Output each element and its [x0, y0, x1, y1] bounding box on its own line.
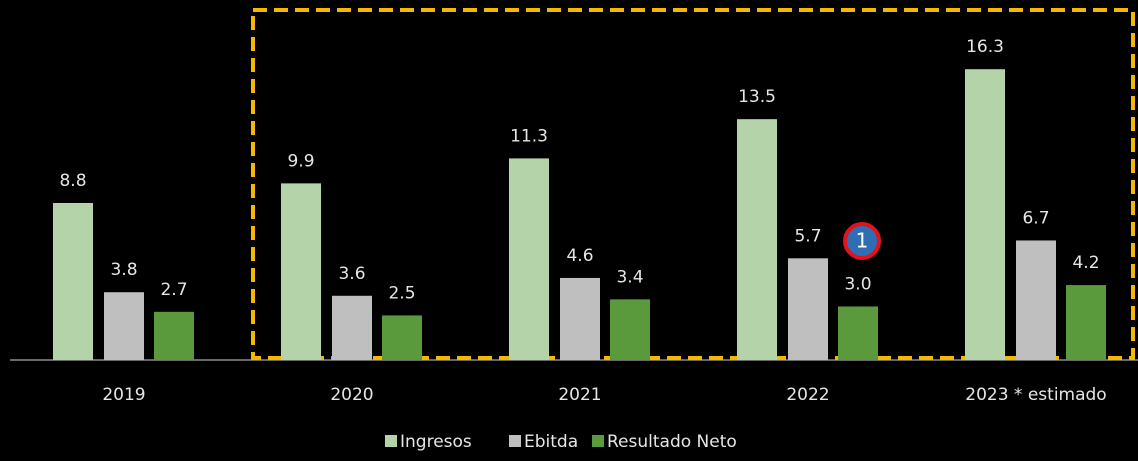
bar — [281, 183, 321, 360]
highlight-box — [251, 8, 1135, 360]
bar — [788, 258, 828, 360]
value-label: 9.9 — [287, 151, 314, 171]
bar — [509, 158, 549, 360]
x-tick-label: 2020 — [330, 385, 373, 405]
x-tick-label: 2021 — [558, 385, 601, 405]
legend-label: Ebitda — [524, 432, 578, 452]
bar — [332, 295, 372, 360]
bar — [104, 292, 144, 360]
bar — [53, 203, 93, 360]
legend-swatch — [385, 435, 397, 447]
value-label: 5.7 — [794, 226, 821, 246]
x-tick-label: 2022 — [786, 385, 829, 405]
bar — [1016, 240, 1056, 360]
bar — [838, 306, 878, 360]
value-label: 13.5 — [738, 87, 776, 107]
value-label: 11.3 — [510, 126, 548, 146]
value-label: 2.7 — [160, 280, 187, 300]
value-label: 3.4 — [616, 267, 643, 287]
bar — [965, 69, 1005, 360]
value-label: 16.3 — [966, 37, 1004, 57]
legend-label: Resultado Neto — [607, 432, 737, 452]
bar — [382, 315, 422, 360]
bar — [560, 277, 600, 360]
bar — [610, 299, 650, 360]
value-label: 8.8 — [59, 171, 86, 191]
bar — [154, 311, 194, 360]
legend-swatch — [509, 435, 521, 447]
value-label: 6.7 — [1022, 208, 1049, 228]
legend-label: Ingresos — [400, 432, 472, 452]
bar — [1066, 285, 1106, 360]
value-label: 4.6 — [566, 246, 593, 266]
annotation-text: 1 — [856, 229, 869, 253]
legend-swatch — [592, 435, 604, 447]
annotation-badge — [843, 222, 881, 260]
value-label: 3.8 — [110, 260, 137, 280]
x-tick-label: 2023 * estimado — [965, 385, 1106, 405]
value-label: 2.5 — [388, 283, 415, 303]
value-label: 3.6 — [338, 264, 365, 284]
value-label: 3.0 — [844, 274, 871, 294]
bar — [737, 119, 777, 360]
value-label: 4.2 — [1072, 253, 1099, 273]
x-tick-label: 2019 — [102, 385, 145, 405]
